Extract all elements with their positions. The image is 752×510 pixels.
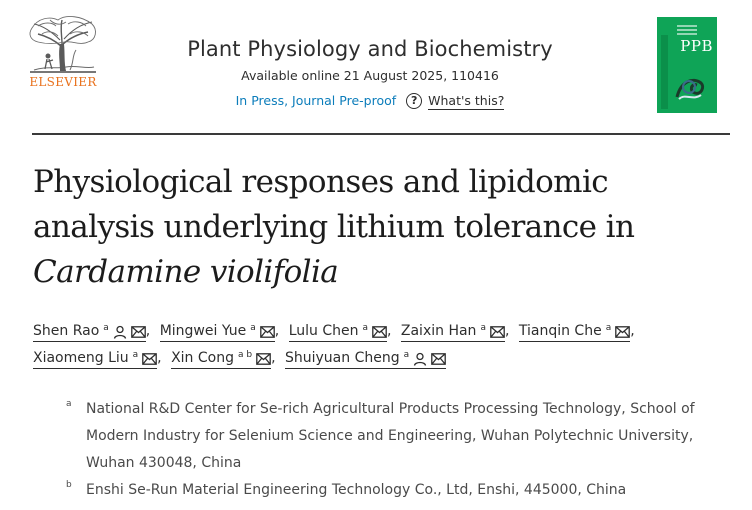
author-link[interactable]: Mingwei Yue a [159, 323, 275, 342]
author-name: Xiaomeng Liu [33, 350, 129, 366]
publisher-name: ELSEVIER [29, 75, 97, 89]
author-link[interactable]: Lulu Chen a [288, 323, 387, 342]
envelope-icon[interactable] [130, 325, 146, 338]
author-separator: , [504, 323, 510, 339]
envelope-icon[interactable] [490, 325, 505, 338]
author-name: Shen Rao [33, 323, 100, 339]
in-press-status-link[interactable]: In Press, Journal Pre-proof [235, 93, 397, 108]
envelope-icon[interactable] [615, 325, 631, 338]
article-status-row: In Press, Journal Pre-proof ? What's thi… [160, 91, 580, 111]
author-list: Shen Rao a, Mingwei Yue a, Lulu Chen a, Zai… [33, 318, 733, 372]
author-separator: , [630, 323, 635, 339]
author-name: Zaixin Han [400, 323, 477, 339]
envelope-icon[interactable] [256, 352, 271, 365]
author-link[interactable]: Zaixin Han a [400, 323, 505, 342]
affiliation-text: Enshi Se-Run Material Engineering Techno… [86, 482, 627, 498]
elsevier-tree-icon[interactable] [26, 14, 100, 92]
envelope-icon[interactable] [431, 352, 446, 365]
cover-image [671, 67, 711, 111]
author-name: Lulu Chen [288, 323, 359, 339]
author-link[interactable]: Shuiyuan Cheng a [284, 350, 447, 369]
cover-small-text [677, 25, 697, 39]
article-title-main: Physiological responses and lipidomic an… [33, 164, 635, 245]
affiliation-item: a National R&D Center for Se-rich Agricul… [66, 396, 736, 477]
author-separator: , [271, 350, 276, 366]
article-title: Physiological responses and lipidomic an… [33, 160, 733, 295]
affiliation-text: National R&D Center for Se-rich Agricult… [86, 401, 695, 471]
envelope-icon[interactable] [259, 325, 275, 338]
question-circle-icon: ? [406, 93, 423, 109]
availability-date: Available online 21 August 2025, 110416 [241, 68, 499, 83]
affiliation-item: b Enshi Se-Run Material Engineering Techn… [66, 477, 736, 504]
article-header: ELSEVIER Plant Physiology and Biochemist… [0, 0, 752, 135]
whats-this-label: What's this? [428, 92, 505, 110]
header-divider [32, 133, 730, 135]
journal-info: Plant Physiology and Biochemistry Availa… [160, 34, 580, 111]
journal-title-link[interactable]: Plant Physiology and Biochemistry [187, 37, 553, 61]
envelope-icon[interactable] [372, 325, 387, 338]
affiliation-label: b [66, 480, 72, 490]
author-separator: , [145, 323, 151, 339]
article-title-species: Cardamine violifolia [33, 254, 339, 290]
affiliation-list: a National R&D Center for Se-rich Agricul… [66, 396, 736, 504]
author-name: Mingwei Yue [159, 323, 247, 339]
author-separator: , [386, 323, 392, 339]
person-icon[interactable] [413, 352, 427, 366]
journal-cover-thumbnail[interactable]: PPB [657, 17, 717, 113]
cover-side-strip [661, 35, 668, 109]
author-link[interactable]: Xiaomeng Liu a [33, 350, 158, 369]
person-icon[interactable] [113, 325, 127, 339]
envelope-icon[interactable] [142, 352, 158, 365]
author-name: Shuiyuan Cheng [284, 350, 400, 366]
author-name: Xin Cong [171, 350, 234, 366]
whats-this-button[interactable]: ? What's this? [406, 92, 505, 110]
cover-title: PPB [680, 37, 713, 55]
author-separator: , [274, 323, 280, 339]
author-link[interactable]: Shen Rao a [33, 323, 146, 342]
author-name: Tianqin Che [518, 323, 602, 339]
author-link[interactable]: Xin Cong a b [171, 350, 272, 369]
author-link[interactable]: Tianqin Che a [518, 323, 631, 342]
affiliation-label: a [66, 399, 72, 409]
author-separator: , [157, 350, 162, 366]
